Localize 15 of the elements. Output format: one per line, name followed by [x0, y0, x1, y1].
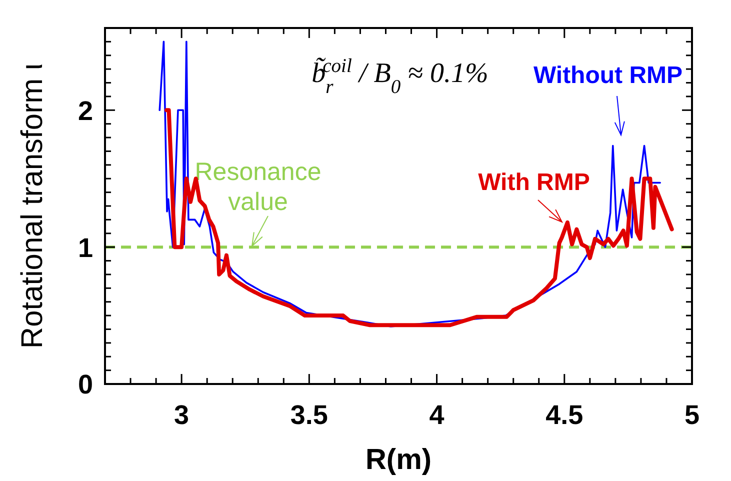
x-tick-label: 4 — [429, 400, 444, 430]
line-series — [164, 108, 674, 328]
annotation: b̃$_{r}$$^{coil}$ / B$_{0}$ ≈ 0.1% — [312, 56, 488, 98]
x-tick-label: 5 — [684, 400, 700, 430]
ref-line-label: Resonance value — [194, 158, 322, 216]
x-tick-label: 3.5 — [290, 400, 328, 430]
y-axis-title: Rotational transform ι — [16, 63, 49, 349]
series-label: With RMP — [478, 169, 590, 196]
text: Without RMP — [533, 62, 683, 89]
y-tick-label: 1 — [78, 232, 93, 263]
y-tick-label: 0 — [78, 370, 93, 400]
y-tick-label: 2 — [78, 96, 93, 126]
x-tick-label: 3 — [174, 400, 190, 430]
x-axis-title: R(m) — [365, 444, 432, 476]
x-tick-label: 4.5 — [546, 400, 584, 430]
